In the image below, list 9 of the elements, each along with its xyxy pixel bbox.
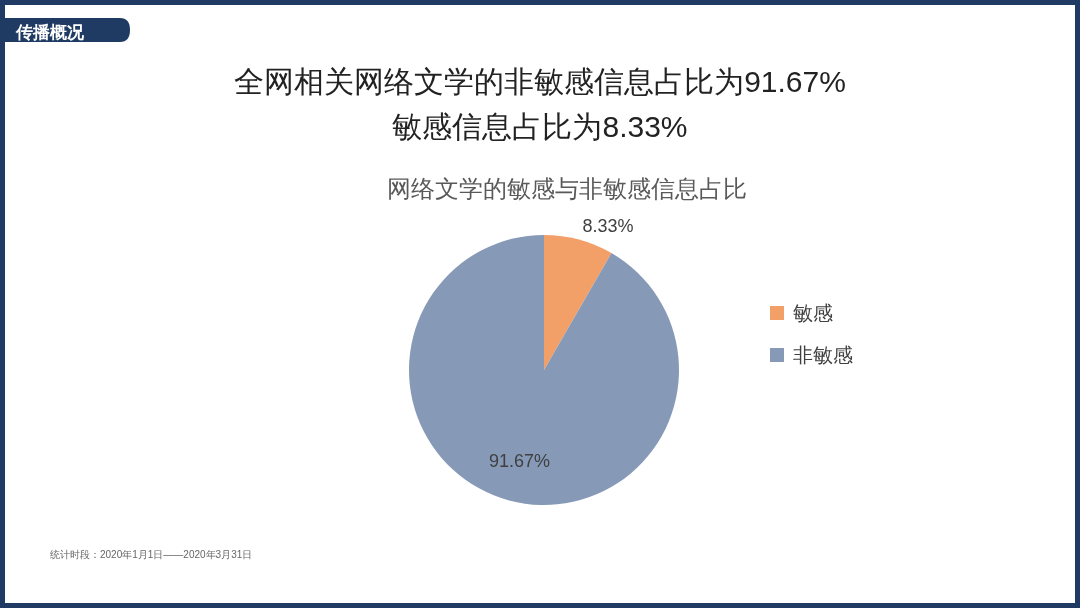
chart-title: 网络文学的敏感与非敏感信息占比 [387, 175, 747, 202]
text: 统计时段：2020年1月1日——2020年3月31日 [50, 549, 253, 560]
text: 传播概况 [15, 23, 85, 42]
data-label: 91.67% [489, 451, 551, 472]
text: 敏感信息占比为8.33% [392, 110, 688, 143]
legend-label: 敏感 [793, 302, 833, 324]
text: 全网相关网络文学的非敏感信息占比为91.67% [234, 65, 846, 98]
legend-label: 非敏感 [793, 344, 853, 366]
data-label: 8.33% [582, 216, 634, 237]
